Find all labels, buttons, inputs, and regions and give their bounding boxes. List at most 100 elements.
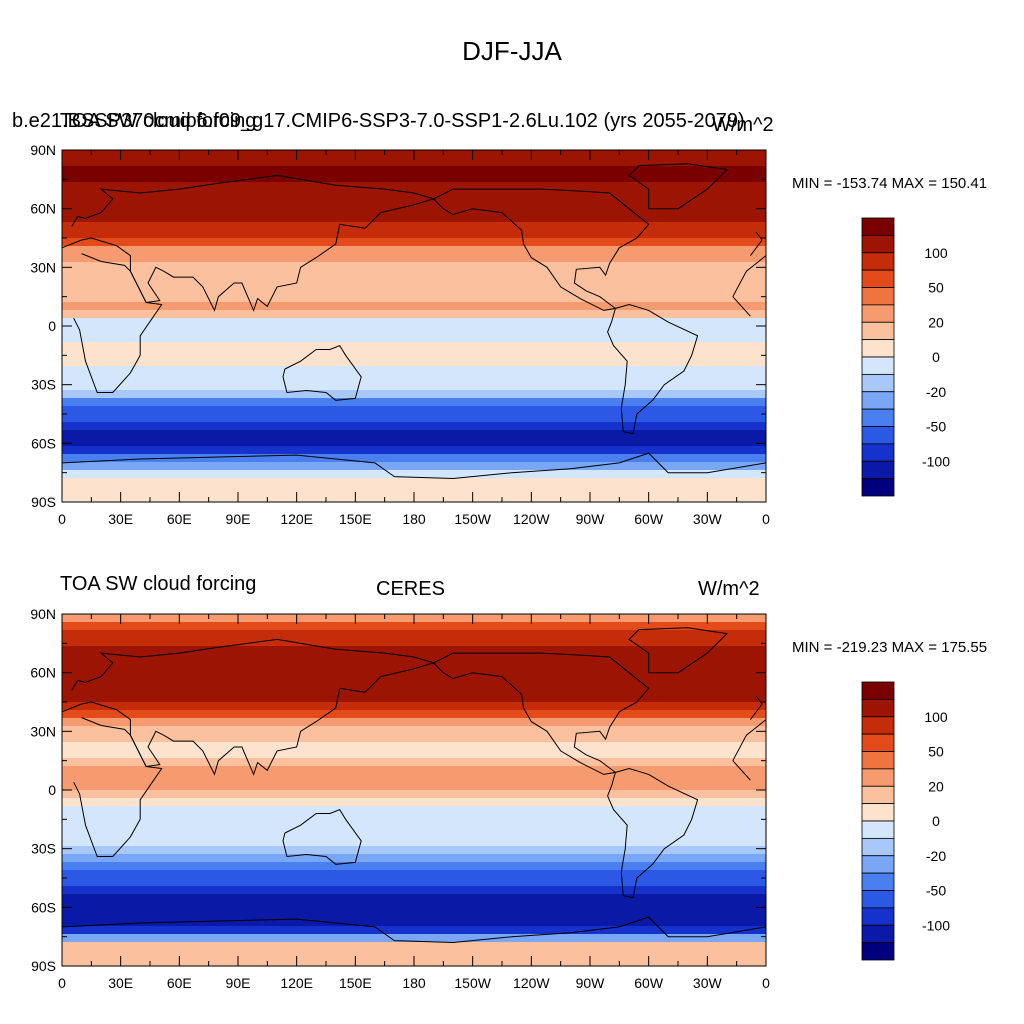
field-band [62, 646, 766, 655]
coastline [61, 638, 763, 776]
coastline [282, 808, 362, 865]
field-band [62, 686, 766, 695]
field-band [62, 774, 766, 783]
coastline [73, 253, 767, 393]
colorbar-swatch [861, 373, 895, 393]
field-band [62, 406, 766, 415]
field-band [62, 214, 766, 223]
field-band [62, 622, 766, 631]
colorbar-swatch [861, 339, 895, 358]
panel1-units: W/m^2 [712, 114, 774, 136]
colorbar-swatch [861, 234, 895, 254]
field-band [62, 742, 766, 751]
field-band [62, 438, 766, 447]
colorbar-swatch [861, 924, 895, 944]
colorbar-swatch [861, 217, 895, 236]
field-band [62, 294, 766, 303]
colorbar-swatch [861, 837, 895, 857]
field-band [62, 822, 766, 831]
colorbar-swatch [861, 872, 895, 891]
field-band [62, 702, 766, 711]
colorbar-swatch [861, 820, 895, 839]
field-band [62, 326, 766, 335]
field-band [62, 262, 766, 271]
colorbar-swatch [861, 681, 895, 700]
field-band [62, 158, 766, 167]
y-tick-label: 90S [31, 494, 56, 510]
x-tick-label: 180 [402, 511, 426, 527]
colorbar-label: 20 [928, 778, 944, 794]
colorbar-swatch [861, 855, 895, 874]
colorbar-label: 20 [928, 314, 944, 330]
x-tick-label: 120E [280, 511, 313, 527]
x-tick-label: 150E [339, 975, 372, 991]
colorbar-swatch [861, 443, 895, 462]
field-band [62, 358, 766, 367]
figure-title: DJF-JJA [462, 36, 562, 66]
field-band [62, 678, 766, 687]
field-band [62, 910, 766, 919]
field-band [62, 238, 766, 247]
field-band [62, 926, 766, 935]
coastline [628, 163, 728, 210]
field-band [62, 638, 766, 647]
y-tick-label: 60S [31, 899, 56, 915]
field-band [62, 470, 766, 479]
field-band [62, 846, 766, 855]
field-band [62, 710, 766, 719]
colorbar-swatch [861, 803, 895, 822]
field-band [62, 782, 766, 791]
x-tick-label: 0 [58, 975, 66, 991]
colorbar-swatch [861, 460, 895, 480]
panel1-left-title: TOA SW cloud forcing [60, 110, 257, 132]
colorbar-swatch [861, 426, 895, 445]
colorbar-swatch [861, 356, 895, 375]
field-band [62, 310, 766, 319]
colorbar-swatch [861, 716, 895, 735]
y-tick-label: 60N [30, 201, 56, 217]
x-tick-label: 90E [226, 975, 251, 991]
colorbar-swatch [861, 785, 895, 805]
field-band [62, 278, 766, 287]
colorbar-swatch [861, 890, 895, 909]
coastline [61, 174, 763, 312]
field-band [62, 462, 766, 471]
colorbar-label: 50 [928, 744, 944, 760]
field-band [62, 902, 766, 911]
field-band [62, 950, 766, 959]
y-tick-label: 30N [30, 259, 56, 275]
colorbar-swatch [861, 733, 895, 752]
field-band [62, 654, 766, 663]
field-band [62, 366, 766, 375]
y-tick-label: 0 [48, 782, 56, 798]
field-band [62, 942, 766, 951]
x-tick-label: 150W [454, 975, 491, 991]
field-band [62, 206, 766, 215]
x-tick-label: 0 [762, 975, 770, 991]
x-tick-label: 0 [58, 511, 66, 527]
y-tick-label: 30S [31, 841, 56, 857]
field-band [62, 478, 766, 487]
field-band [62, 758, 766, 767]
field-band [62, 382, 766, 391]
panel2-units: W/m^2 [698, 578, 760, 600]
x-tick-label: 90W [576, 511, 606, 527]
y-tick-label: 0 [48, 318, 56, 334]
field-band [62, 318, 766, 327]
field-band [62, 246, 766, 255]
y-tick-label: 60N [30, 665, 56, 681]
x-tick-label: 120W [513, 975, 550, 991]
x-tick-label: 0 [762, 511, 770, 527]
panel2-minmax: MIN = -219.23 MAX = 175.55 [792, 639, 988, 656]
colorbar-label: 0 [932, 349, 940, 365]
field-band [62, 814, 766, 823]
colorbar-label: 100 [924, 245, 948, 261]
field-band [62, 854, 766, 863]
field-band [62, 718, 766, 727]
y-tick-label: 90N [30, 606, 56, 622]
x-tick-label: 90E [226, 511, 251, 527]
field-band [62, 334, 766, 343]
colorbar-swatch [861, 907, 895, 926]
colorbar-swatch [861, 252, 895, 271]
field-band [62, 398, 766, 407]
